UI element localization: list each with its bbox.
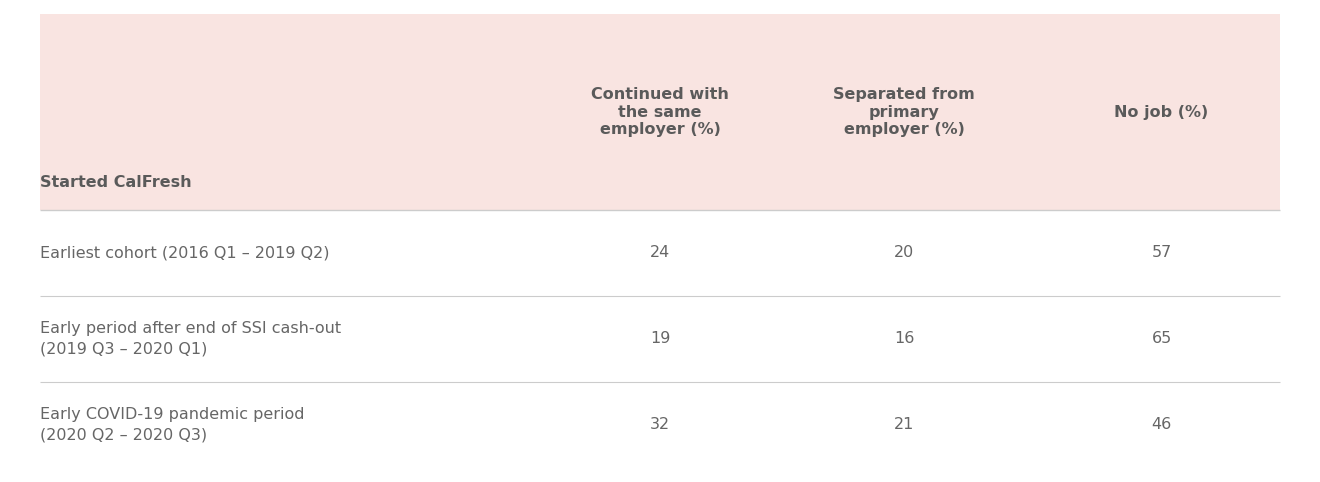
- Text: 24: 24: [649, 245, 671, 260]
- Text: Continued with
the same
employer (%): Continued with the same employer (%): [591, 87, 729, 137]
- Text: 57: 57: [1151, 245, 1172, 260]
- Bar: [40, 14, 1280, 210]
- Text: Early period after end of SSI cash-out
(2019 Q3 – 2020 Q1): Early period after end of SSI cash-out (…: [40, 321, 341, 357]
- Text: Earliest cohort (2016 Q1 – 2019 Q2): Earliest cohort (2016 Q1 – 2019 Q2): [40, 245, 329, 260]
- Text: 21: 21: [894, 417, 915, 432]
- Text: 65: 65: [1151, 331, 1172, 346]
- Text: 16: 16: [894, 331, 915, 346]
- Text: Started CalFresh: Started CalFresh: [40, 175, 191, 190]
- Text: 46: 46: [1151, 417, 1172, 432]
- Text: Separated from
primary
employer (%): Separated from primary employer (%): [833, 87, 975, 137]
- Text: 20: 20: [894, 245, 915, 260]
- Text: Early COVID-19 pandemic period
(2020 Q2 – 2020 Q3): Early COVID-19 pandemic period (2020 Q2 …: [40, 406, 304, 442]
- Text: 32: 32: [649, 417, 671, 432]
- Text: No job (%): No job (%): [1114, 105, 1209, 120]
- Text: 19: 19: [649, 331, 671, 346]
